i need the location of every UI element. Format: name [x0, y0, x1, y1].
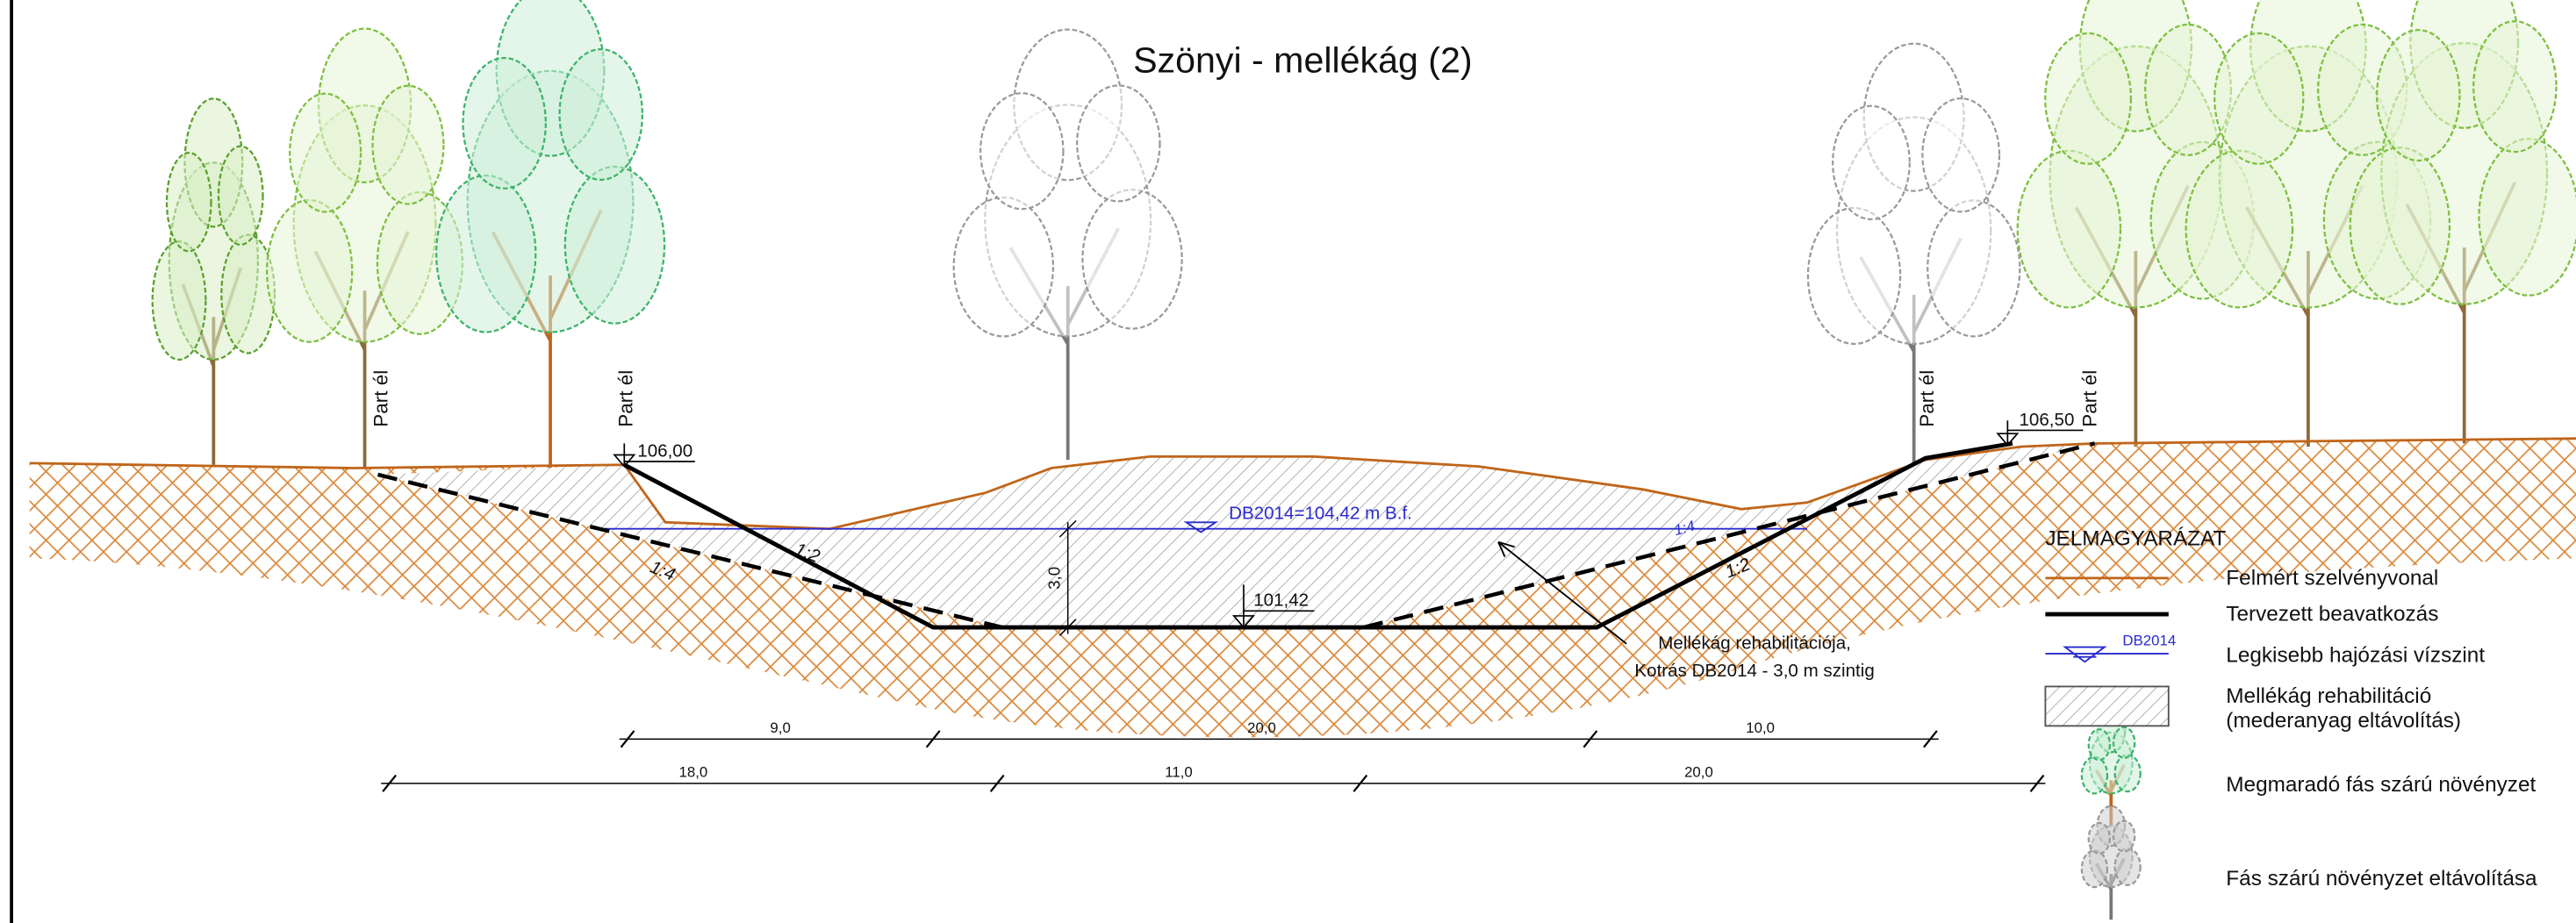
tree-crown	[266, 198, 354, 343]
surveyed-profile	[29, 437, 2576, 531]
annotation-line: Kotrás DB2014 - 3,0 m szintig	[1634, 661, 1874, 681]
bank-label: Part él	[2078, 370, 2100, 427]
water-marker	[1183, 521, 1219, 533]
tree	[434, 0, 666, 472]
dimension-tick	[2029, 774, 2045, 792]
tree-crown	[434, 174, 537, 333]
legend-symbol	[2044, 685, 2170, 727]
tree-crown	[2112, 819, 2136, 853]
tree-crown	[979, 92, 1065, 211]
legend-symbol-label: DB2014	[2122, 633, 2176, 649]
bank-label: Part él	[615, 370, 637, 427]
tree-crown	[1921, 97, 2001, 213]
tree-crown	[217, 145, 264, 247]
tree-crown	[2214, 32, 2305, 165]
tree-crown	[2044, 32, 2133, 165]
legend-label: Mellékág rehabilitáció	[2226, 684, 2431, 708]
tree-crown	[952, 196, 1055, 338]
trees	[151, 0, 2576, 920]
tree-crown	[1081, 189, 1183, 330]
tree-crown	[2112, 726, 2136, 759]
tree-crown	[462, 56, 547, 190]
tree-crown	[1076, 84, 1161, 203]
tree	[151, 97, 276, 465]
tree-crown	[371, 84, 445, 205]
dimension-label: 20,0	[1684, 763, 1713, 780]
tree-crown	[2472, 20, 2558, 154]
legend-title: JELMAGYARÁZAT	[2045, 526, 2226, 550]
dimension-tick	[382, 774, 397, 792]
tree	[266, 27, 464, 469]
legend-label: Legkisebb hajózási vízszint	[2226, 643, 2485, 667]
elevation-label: 101,42	[1253, 590, 1309, 611]
tree-crown	[2113, 847, 2142, 886]
dimension-tick	[1353, 774, 1368, 792]
tree	[2349, 0, 2576, 444]
dimension-tick	[1582, 730, 1598, 748]
legend-label: Megmaradó fás szárú növényzet	[2226, 773, 2536, 797]
tree-crown	[2016, 149, 2122, 309]
tree-crown	[2185, 149, 2294, 309]
bank-label: Part él	[1916, 370, 1938, 427]
tree-crown	[1832, 104, 1911, 221]
tree-crown	[220, 233, 276, 354]
dimension-tick	[989, 774, 1005, 792]
annotation-line: Mellékág rehabilitációja,	[1658, 633, 1851, 653]
excavation-area	[377, 443, 2095, 628]
tree-crown	[2080, 849, 2109, 889]
legend-label: Fás szárú növényzet eltávolítása	[2226, 867, 2537, 891]
dimension-lines: 9,0 20,0 10,0 18,0 11,0 20,0	[381, 719, 2046, 792]
dimension-label: 18,0	[679, 763, 708, 780]
dimension-label: 20,0	[1247, 719, 1276, 736]
dimension-label: 11,0	[1165, 763, 1193, 780]
tree-crown	[2349, 146, 2451, 305]
tree-crown	[151, 240, 207, 361]
dimension-label: 9,0	[770, 719, 790, 736]
tree-crown	[165, 151, 212, 253]
tree-crown	[558, 47, 644, 182]
dimension-tick	[1923, 730, 1938, 748]
elevation-label: 106,00	[637, 440, 692, 461]
tree-crown	[1806, 206, 1902, 346]
depth-label: 3,0	[1044, 567, 1063, 590]
tree-crown	[2087, 728, 2112, 762]
water-level-label: DB2014=104,42 m B.f.	[1229, 504, 1412, 524]
legend-label: Felmért szelvényvonal	[2226, 566, 2438, 590]
tree	[2080, 805, 2142, 920]
dashed-slope	[377, 441, 2096, 630]
tree	[1806, 42, 2021, 465]
dimension-tick	[925, 730, 941, 748]
tree-crown	[2087, 821, 2112, 855]
tree	[952, 28, 1183, 461]
tree-crown	[2080, 755, 2109, 795]
tree-crown	[2113, 754, 2142, 793]
level-markers	[613, 420, 2084, 629]
depth-dimension	[1058, 519, 1077, 636]
annotation-arrow	[1497, 540, 1627, 645]
tree-crown	[2376, 29, 2461, 162]
legend-symbol	[2063, 646, 2107, 663]
tree-crown	[289, 92, 362, 213]
legend-label: Tervezett beavatkozás	[2226, 603, 2438, 626]
bank-label: Part él	[370, 370, 392, 427]
elevation-label: 106,50	[2019, 410, 2074, 430]
designed-channel	[623, 441, 2013, 630]
tree-crown	[1927, 199, 2021, 338]
dimension-tick	[620, 730, 635, 748]
title: Szönyi - mellékág (2)	[1133, 39, 1473, 80]
tree-crown	[2478, 138, 2576, 297]
dimension-label: 10,0	[1746, 719, 1775, 736]
tree-crown	[563, 165, 666, 325]
legend-label: (mederanyag eltávolítás)	[2226, 709, 2461, 733]
